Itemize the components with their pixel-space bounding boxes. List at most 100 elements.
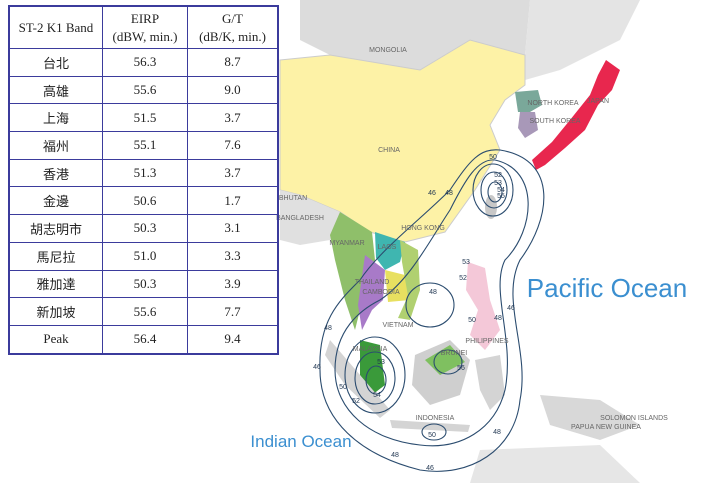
table-cell: 3.7 xyxy=(187,103,279,133)
contour-label: 48 xyxy=(445,190,453,197)
country-label: CAMBODIA xyxy=(362,289,400,296)
table-cell: 9.4 xyxy=(187,324,279,355)
country-label: MYANMAR xyxy=(329,240,364,247)
table-cell: 台北 xyxy=(8,48,103,77)
table-cell: 8.7 xyxy=(187,48,279,77)
australia-land xyxy=(470,445,640,483)
table-cell: 55.6 xyxy=(102,75,188,105)
contour-label: 54 xyxy=(497,187,505,194)
contour-line xyxy=(334,159,529,447)
country-label: BANGLADESH xyxy=(276,215,324,222)
country-label: MALAYSIA xyxy=(353,346,388,353)
country-label: LAOS xyxy=(378,244,397,251)
north-korea-land xyxy=(515,90,542,112)
country-label: VIETNAM xyxy=(382,322,413,329)
table-cell: 3.9 xyxy=(187,269,279,299)
contour-label: 53 xyxy=(377,359,385,366)
philippines-land xyxy=(466,262,500,350)
country-label: CHINA xyxy=(378,147,400,154)
table-cell: 55.6 xyxy=(102,297,188,326)
country-label: JAPAN xyxy=(587,98,609,105)
contour-label: 50 xyxy=(428,432,436,439)
table-cell: 上海 xyxy=(8,103,103,133)
country-label: MONGOLIA xyxy=(369,47,407,54)
country-label: PHILIPPINES xyxy=(465,338,509,345)
contour-label: 50 xyxy=(339,384,347,391)
table-cell: 50.3 xyxy=(102,269,188,299)
contour-line xyxy=(365,365,387,395)
country-label: SOUTH KOREA xyxy=(530,118,581,125)
contour-label: 56 xyxy=(457,365,465,372)
spec-table: ST-2 K1 Band EIRP (dBW, min.) G/T (dB/K, min… xyxy=(8,5,279,355)
header-title: G/T xyxy=(222,10,243,26)
table-cell: 7.7 xyxy=(187,297,279,326)
java-land xyxy=(390,420,470,432)
header-cell: EIRP (dBW, min.) xyxy=(102,5,188,49)
country-label: BRUNEI xyxy=(441,350,468,357)
contour-label: 52 xyxy=(494,172,502,179)
sumatra-land xyxy=(325,340,390,418)
table-cell: 胡志明市 xyxy=(8,214,103,243)
contour-label: 53 xyxy=(462,259,470,266)
table-cell: Peak xyxy=(8,324,103,355)
country-label: INDONESIA xyxy=(416,415,455,422)
contour-label: 46 xyxy=(507,305,515,312)
country-label: HONG KONG xyxy=(401,225,445,232)
table-row: 胡志明市 50.3 3.1 xyxy=(8,214,279,243)
country-label: THAILAND xyxy=(355,279,390,286)
table-cell: 1.7 xyxy=(187,186,279,216)
country-label: NORTH KOREA xyxy=(527,100,579,107)
table-cell: 馬尼拉 xyxy=(8,241,103,271)
table-cell: 50.6 xyxy=(102,186,188,216)
contours xyxy=(319,149,545,472)
table-row: 馬尼拉 51.0 3.3 xyxy=(8,241,279,271)
table-cell: 3.3 xyxy=(187,241,279,271)
contour-label: 53 xyxy=(494,180,502,187)
south-korea-land xyxy=(518,112,538,138)
table-row: 金邊 50.6 1.7 xyxy=(8,186,279,216)
contour-line xyxy=(421,423,447,441)
table-cell: 雅加達 xyxy=(8,269,103,299)
vietnam-land xyxy=(398,240,420,320)
country-label: SOLOMON ISLANDS xyxy=(600,415,668,422)
table-row: Peak 56.4 9.4 xyxy=(8,324,279,355)
table-cell: 51.5 xyxy=(102,103,188,133)
table-row: 福州 55.1 7.6 xyxy=(8,131,279,160)
country-label: PAPUA NEW GUINEA xyxy=(571,424,641,431)
ocean-label: Pacific Ocean xyxy=(527,273,687,303)
contour-label: 55 xyxy=(497,193,505,200)
table-cell: 7.6 xyxy=(187,131,279,160)
table-cell: 50.3 xyxy=(102,214,188,243)
table-cell: 新加坡 xyxy=(8,297,103,326)
mongolia-land xyxy=(300,0,530,70)
table-row: 新加坡 55.6 7.7 xyxy=(8,297,279,326)
contour-line xyxy=(472,163,514,217)
table-cell: 56.4 xyxy=(102,324,188,355)
header-unit: (dBW, min.) xyxy=(112,28,178,44)
papua-land xyxy=(540,395,640,440)
table-cell: 51.3 xyxy=(102,158,188,188)
myanmar-land xyxy=(330,212,375,330)
table-cell: 福州 xyxy=(8,131,103,160)
laos-land xyxy=(375,232,405,270)
contour-label: 46 xyxy=(426,465,434,472)
header-row: ST-2 K1 Band EIRP (dBW, min.) G/T (dB/K, min… xyxy=(8,5,279,49)
contour-label: 48 xyxy=(493,429,501,436)
table-cell: 56.3 xyxy=(102,48,188,77)
table-cell: 51.0 xyxy=(102,241,188,271)
contour-line xyxy=(433,349,463,375)
contour-label: 46 xyxy=(428,190,436,197)
contour-label: 52 xyxy=(352,398,360,405)
contour-label: 52 xyxy=(459,275,467,282)
country-label: BHUTAN xyxy=(279,195,307,202)
contour-line xyxy=(405,282,455,328)
table-header: ST-2 K1 Band EIRP (dBW, min.) G/T (dB/K, min… xyxy=(8,5,279,49)
table-cell: 香港 xyxy=(8,158,103,188)
ocean-label: Indian Ocean xyxy=(250,432,351,451)
contour-label: 54 xyxy=(373,392,381,399)
table-cell: 55.1 xyxy=(102,131,188,160)
sulawesi-land xyxy=(475,355,505,410)
table-body: 台北 56.3 8.7 高雄 55.6 9.0 上海 51.5 3.7 福州 55.1 7.6 香港 51… xyxy=(8,48,279,355)
